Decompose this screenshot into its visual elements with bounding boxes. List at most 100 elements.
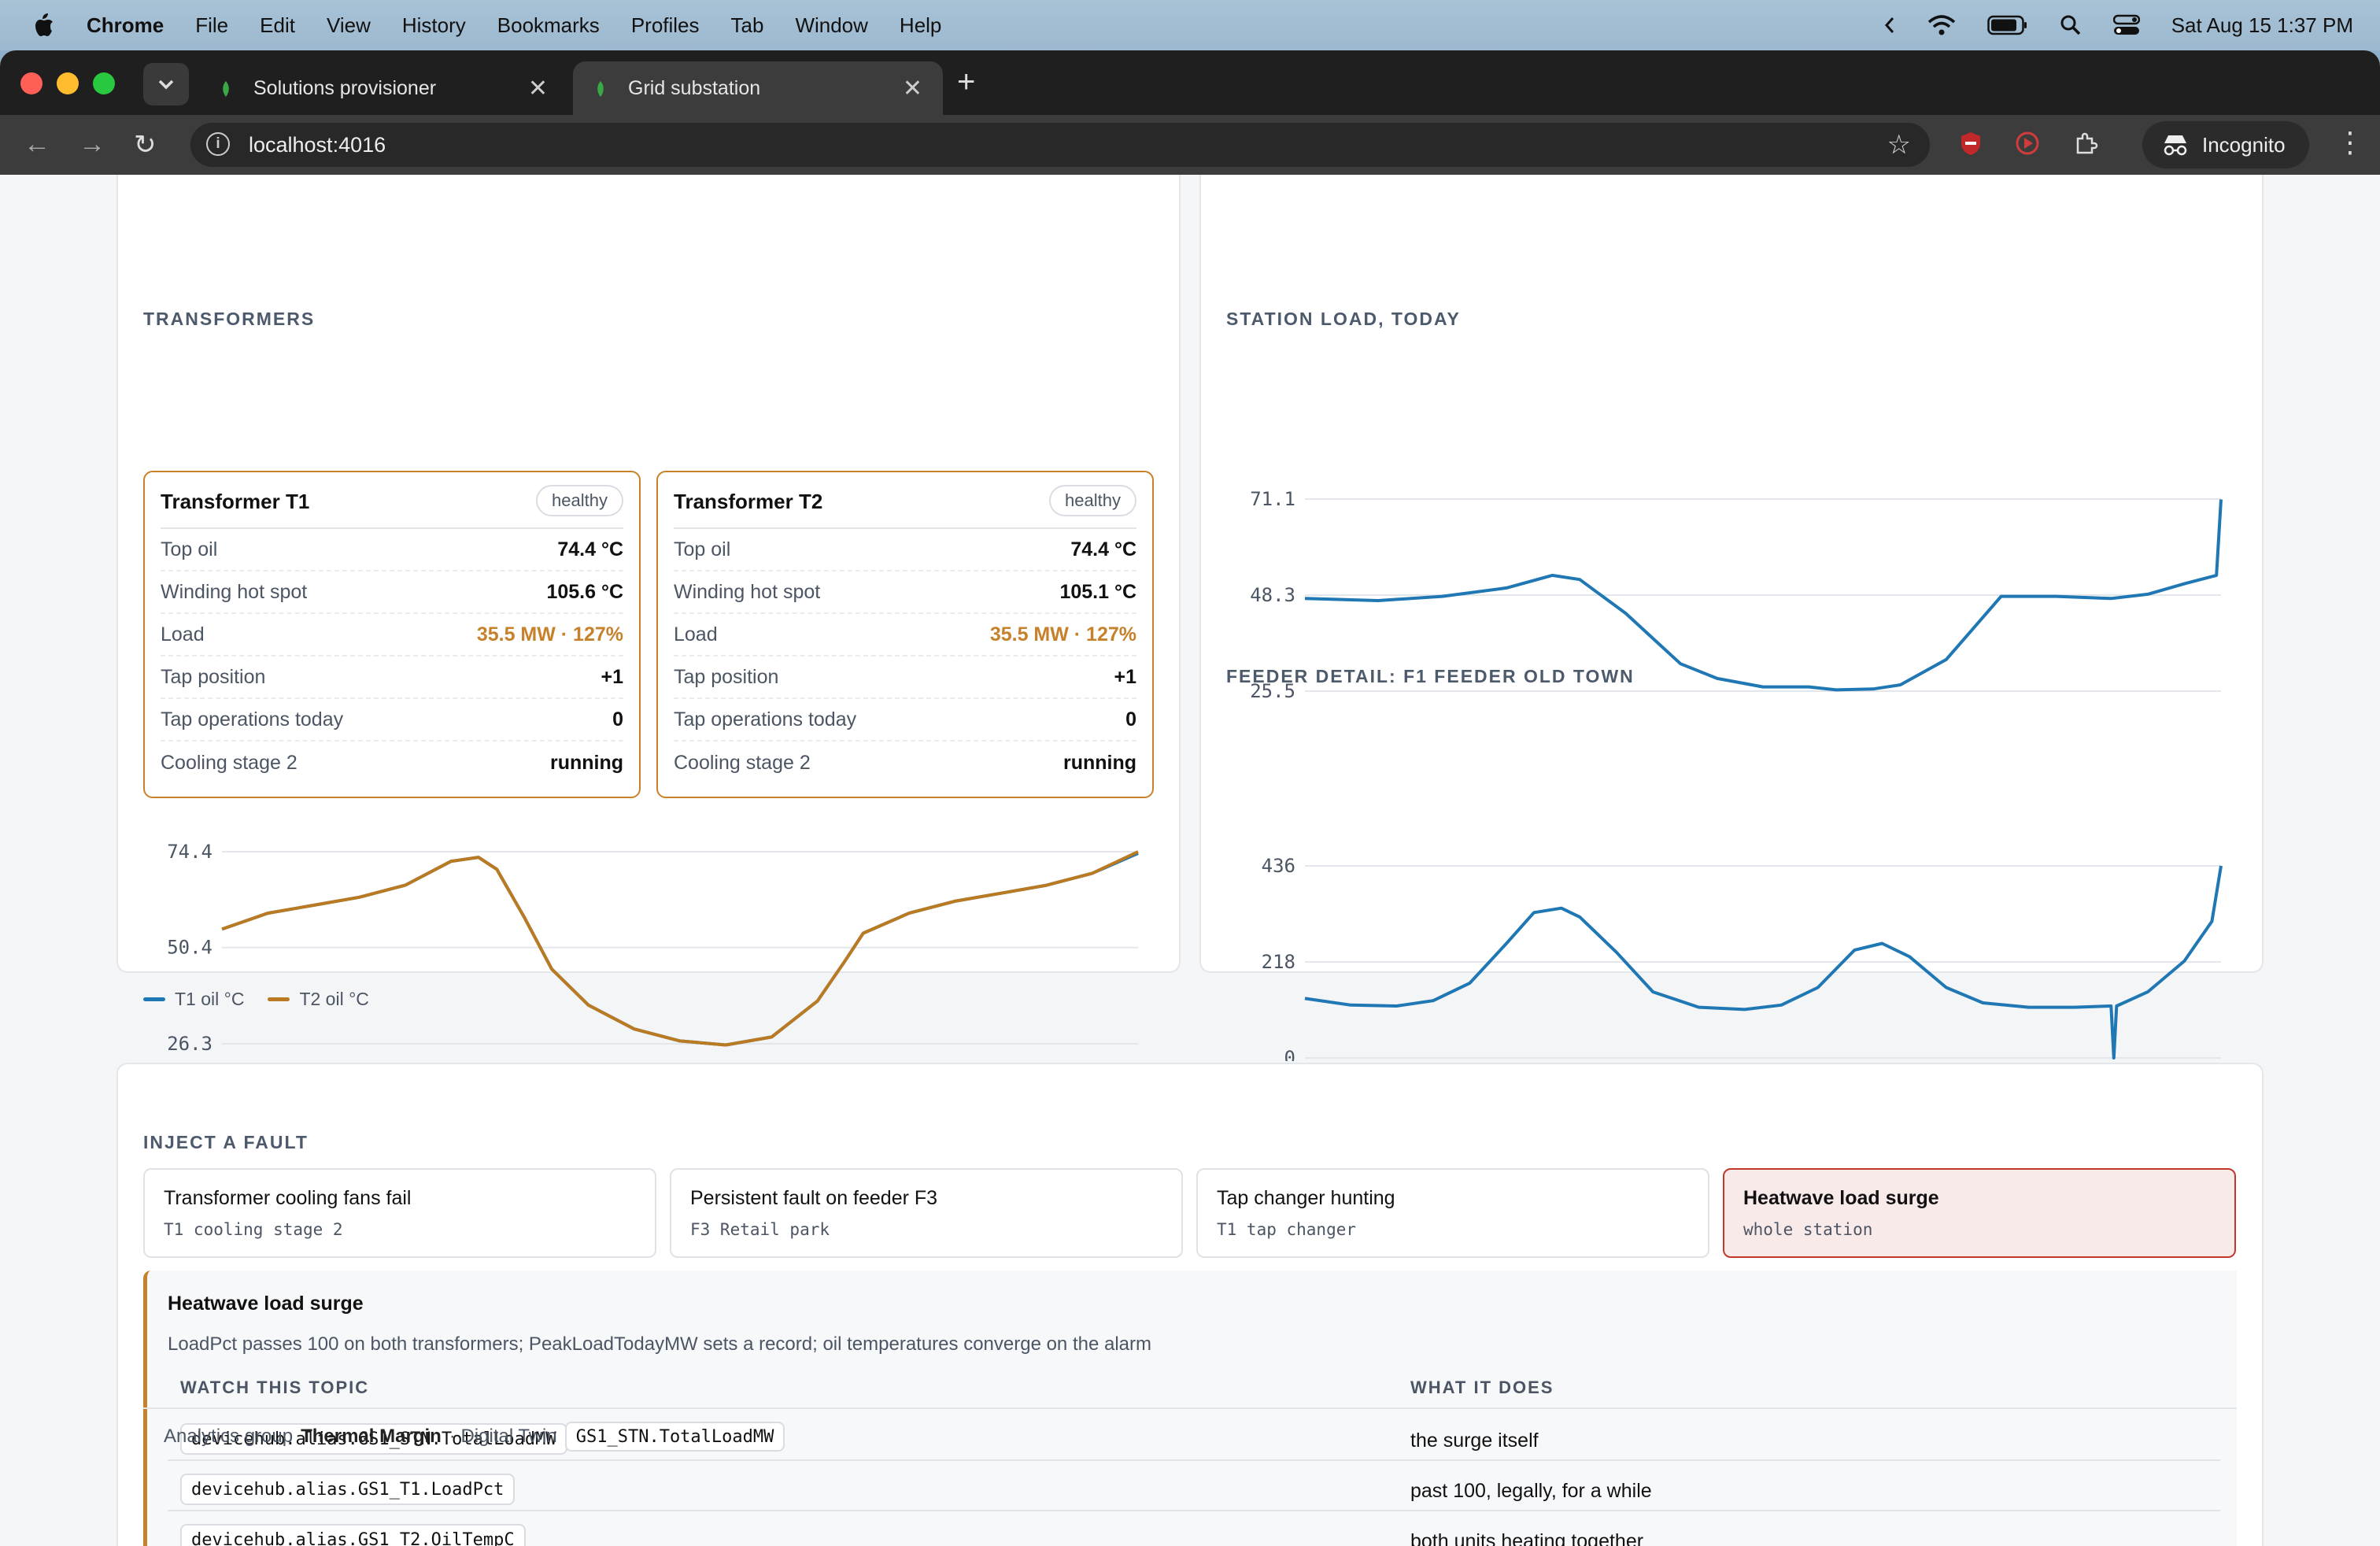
topic-code[interactable]: devicehub.alias.GS1_T2.OilTempC [180,1524,526,1546]
menu-bookmarks[interactable]: Bookmarks [497,13,600,37]
row-value: +1 [601,665,623,688]
row-tap-position: Tap position +1 [161,656,623,699]
close-tab-icon[interactable]: ✕ [527,76,548,102]
tab-solutions-provisioner[interactable]: Solutions provisioner ✕ [198,61,568,115]
row-value: 35.5 MW · 127% [989,623,1136,645]
forward-arrow-icon[interactable]: → [79,129,105,159]
menu-profiles[interactable]: Profiles [630,13,700,37]
row-load: Load 35.5 MW · 127% [161,614,623,656]
tab-grid-substation[interactable]: Grid substation ✕ [573,61,943,115]
footer-prefix: Analytics group [164,1426,294,1447]
control-center-icon[interactable] [2112,14,2140,36]
browser-toolbar: ← → ↻ i localhost:4016 ☆ Incognito ⋮ [0,115,2380,175]
browser-window: Solutions provisioner ✕ Grid substation … [0,50,2380,1546]
tab-title: Solutions provisioner [253,76,437,99]
zoom-window-button[interactable] [93,72,115,94]
fault-subtitle: whole station [1743,1220,1873,1239]
legend-t2-oil: T2 oil °C [299,989,369,1009]
menu-window[interactable]: Window [795,13,868,37]
status-badge: healthy [1049,485,1136,516]
fault-title: Transformer cooling fans fail [164,1187,412,1209]
row-cooling-stage: Cooling stage 2 running [674,742,1136,784]
transformers-section-title: TRANSFORMERS [143,309,316,329]
detail-footer: Analytics group Thermal Margin · Digital… [164,1422,785,1452]
bookmark-star-icon[interactable]: ☆ [1887,130,1911,160]
fault-option-heatwave[interactable]: Heatwave load surge whole station [1723,1168,2236,1258]
digital-twin-code[interactable]: GS1_STN.TotalLoadMW [564,1422,785,1452]
battery-icon[interactable] [1986,15,2028,35]
site-info-icon[interactable]: i [206,132,230,156]
transformer-name: Transformer T2 [674,490,823,513]
fault-option-tap-changer[interactable]: Tap changer hunting T1 tap changer [1196,1168,1709,1258]
menu-edit[interactable]: Edit [260,13,295,37]
reload-icon[interactable]: ↻ [134,130,157,160]
legend-swatch-t2 [268,997,290,1001]
y-tick-label: 26.3 [167,1033,213,1055]
tab-search-button[interactable] [143,63,189,105]
row-value: +1 [1114,665,1136,688]
wifi-icon[interactable] [1927,14,1956,36]
incognito-profile-button[interactable]: Incognito [2142,121,2309,168]
fault-title: Tap changer hunting [1217,1187,1395,1209]
row-label: Top oil [674,538,731,560]
analytics-group-name: Thermal Margin [301,1426,442,1447]
y-tick-label: 71.1 [1250,488,1295,510]
inject-fault-title: INJECT A FAULT [143,1132,309,1152]
new-tab-button[interactable]: + [957,65,976,99]
row-value: 105.1 °C [1059,580,1136,603]
row-label: Tap operations today [674,708,857,730]
menu-help[interactable]: Help [899,13,942,37]
col-header-topic: WATCH THIS TOPIC [180,1378,370,1397]
oil-temperature-chart: 74.4 50.4 26.3 [167,841,1139,1055]
row-label: Load [161,623,205,645]
y-tick-label: 436 [1262,855,1295,877]
divider [168,1510,2220,1511]
row-label: Winding hot spot [161,580,308,603]
record-extension-icon[interactable] [2015,131,2040,156]
incognito-icon [2164,135,2187,156]
tab-title: Grid substation [628,76,761,99]
profile-label: Incognito [2202,132,2286,157]
series-line [1304,865,2223,1060]
menu-view[interactable]: View [326,13,371,37]
station-load-chart: 71.1 48.3 25.5 [1250,488,2223,702]
fault-option-cooling-fans[interactable]: Transformer cooling fans fail T1 cooling… [143,1168,656,1258]
row-label: Cooling stage 2 [674,751,811,774]
menubar-clock[interactable]: Sat Aug 15 1:37 PM [2171,13,2353,37]
series-line [221,850,1139,1047]
col-header-what: WHAT IT DOES [1410,1378,1554,1397]
legend-t1-oil: T1 oil °C [175,989,245,1009]
row-label: Load [674,623,718,645]
menu-app-name[interactable]: Chrome [87,13,164,37]
extensions-puzzle-icon[interactable] [2073,131,2098,156]
menu-tab[interactable]: Tab [730,13,764,37]
row-tap-operations: Tap operations today 0 [674,699,1136,742]
menu-file[interactable]: File [195,13,229,37]
footer-separator: · Digital Twin [449,1426,557,1447]
spotlight-search-icon[interactable] [2060,14,2082,36]
back-arrow-icon[interactable]: ← [24,129,50,159]
row-value: running [549,751,623,774]
adblock-extension-icon[interactable] [1958,131,1983,156]
y-tick-label: 0 [1284,1047,1295,1061]
menu-history[interactable]: History [401,13,466,37]
close-tab-icon[interactable]: ✕ [902,76,922,102]
station-load-title: STATION LOAD, TODAY [1226,309,1461,329]
apple-icon[interactable] [31,12,55,39]
address-bar[interactable]: i localhost:4016 ☆ [190,123,1930,167]
transformer-header: Transformer T2 healthy [674,472,1136,529]
status-badge: healthy [536,485,623,516]
row-value: 105.6 °C [546,580,623,603]
topic-code[interactable]: devicehub.alias.GS1_STN.TotalLoadMW [180,1423,567,1455]
feeder-detail-chart: 436 218 0 [1262,855,2223,1061]
topic-description: past 100, legally, for a while [1410,1480,1652,1502]
minimize-window-button[interactable] [57,72,79,94]
fault-option-feeder-f3[interactable]: Persistent fault on feeder F3 F3 Retail … [670,1168,1183,1258]
close-window-button[interactable] [20,72,42,94]
browser-menu-icon[interactable]: ⋮ [2336,126,2364,158]
topic-code[interactable]: devicehub.alias.GS1_T1.LoadPct [180,1474,516,1505]
url-text[interactable]: localhost:4016 [249,132,386,157]
chevron-left-icon[interactable] [1883,16,1896,35]
row-top-oil: Top oil 74.4 °C [161,529,623,571]
chart-legend: T1 oil °C T2 oil °C [143,989,369,1010]
